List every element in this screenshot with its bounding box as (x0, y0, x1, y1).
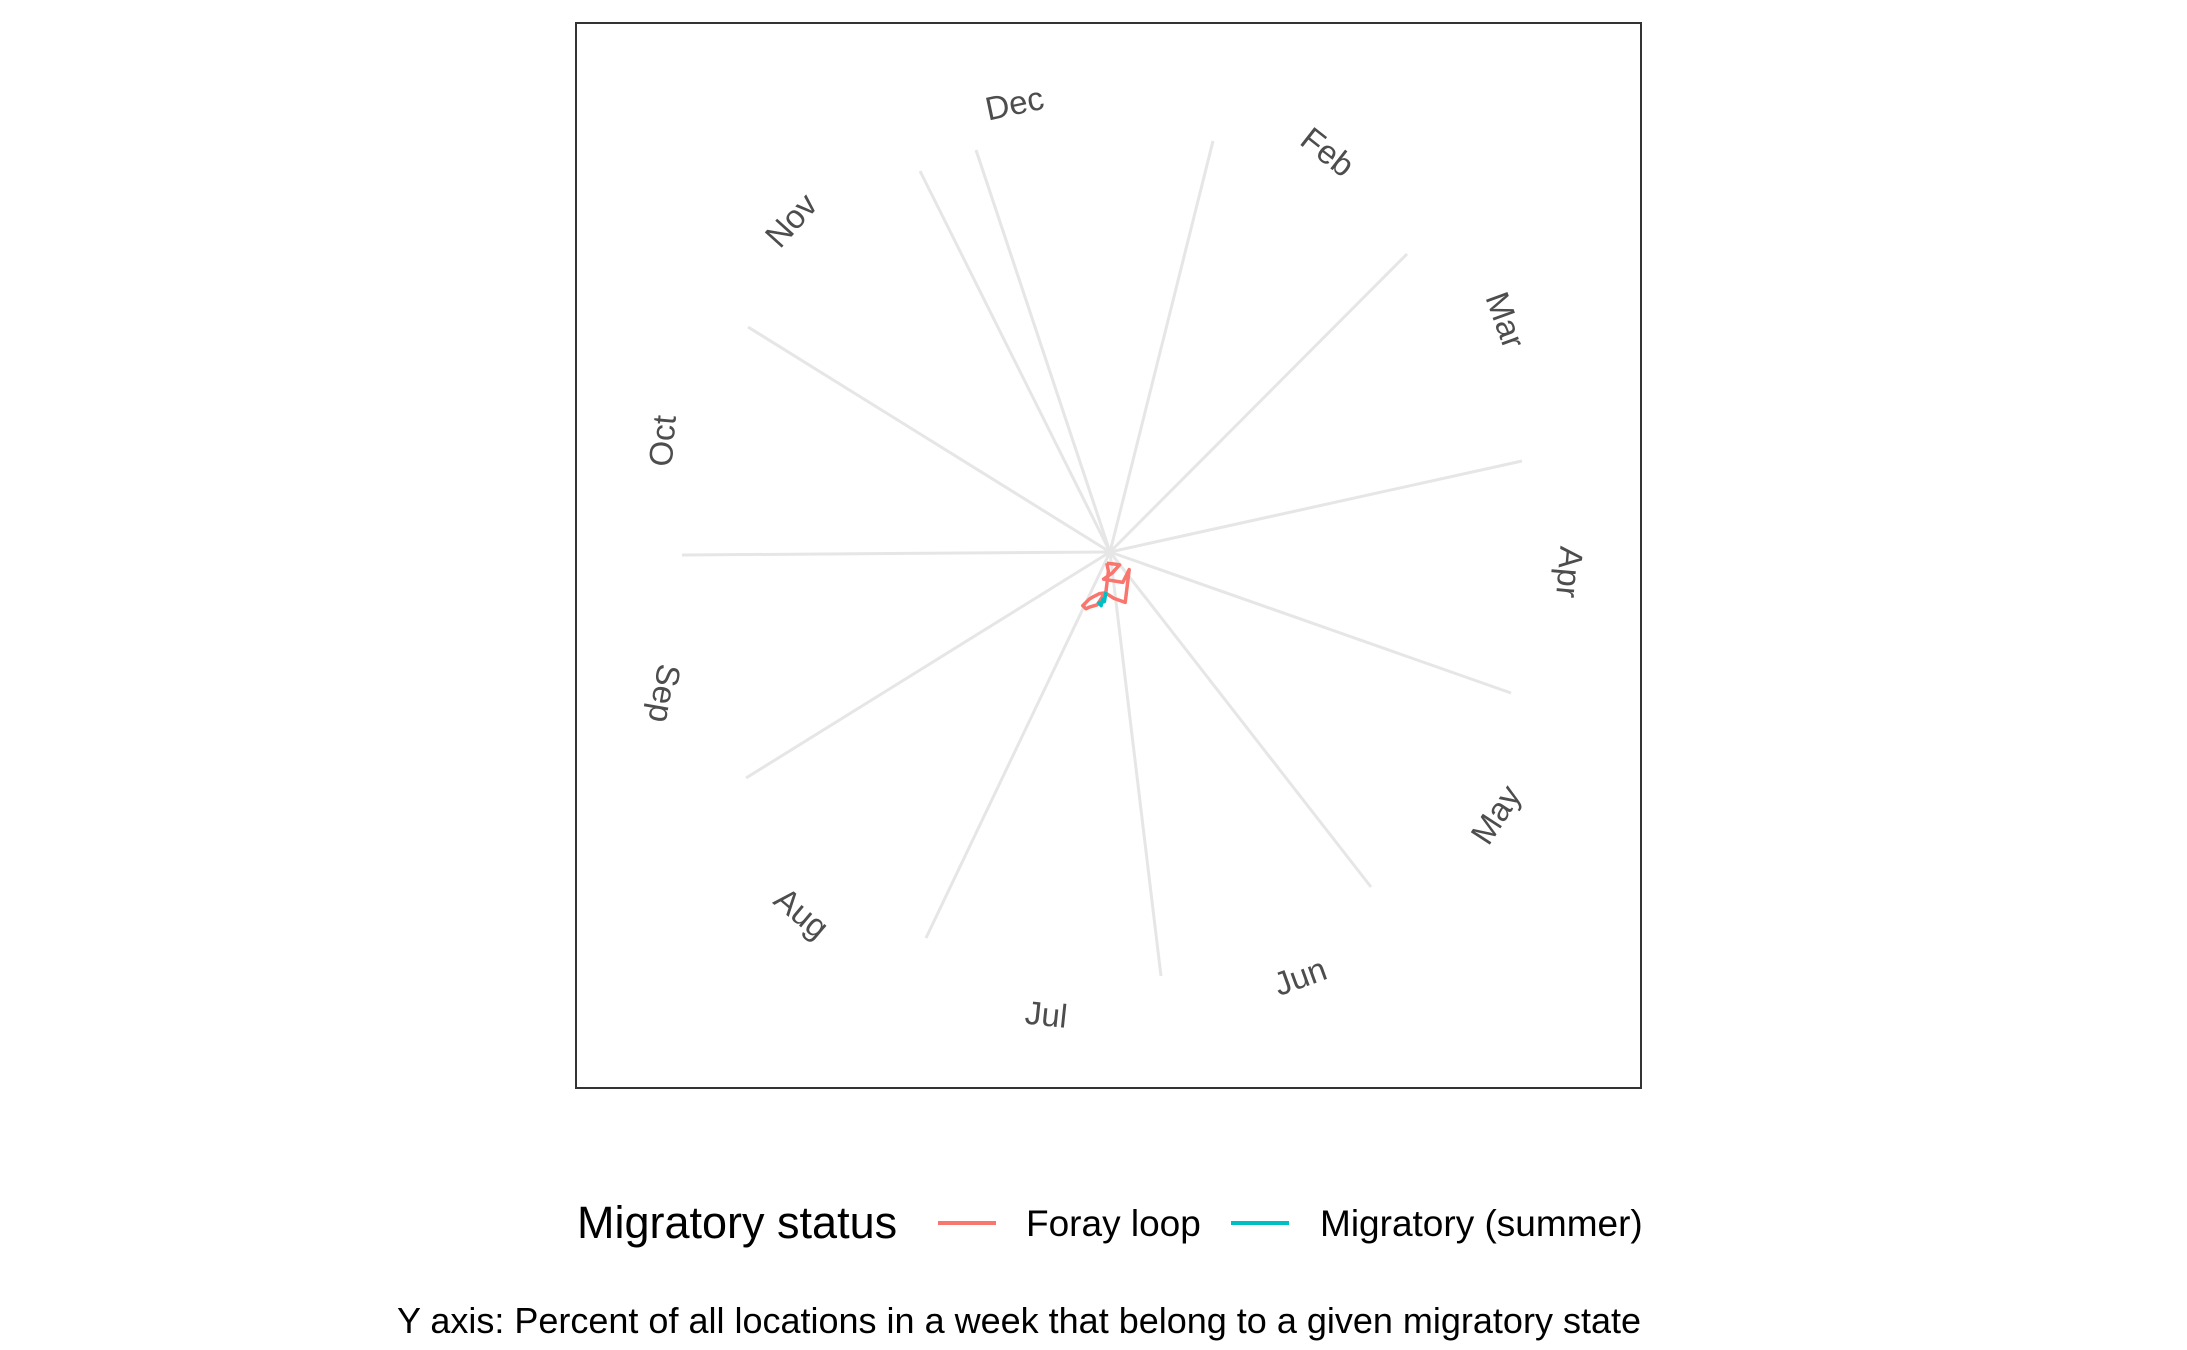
legend: Migratory status Foray loop Migratory (s… (577, 1197, 1643, 1248)
grid-spoke (1108, 252, 1409, 554)
grid-spoke (681, 550, 1111, 557)
month-label-oct: Oct (642, 414, 683, 468)
month-label-may: May (1463, 778, 1528, 851)
month-label-dec: Dec (982, 79, 1047, 127)
grid-spoke (924, 551, 1112, 939)
grid-layer (681, 140, 1523, 977)
month-label-feb: Feb (1294, 120, 1362, 184)
legend-label-migratory-summer: Migratory (summer) (1320, 1203, 1643, 1244)
grid-spoke (1108, 551, 1163, 977)
month-label-jul: Jul (1023, 994, 1069, 1035)
legend-label-foray-loop: Foray loop (1026, 1203, 1201, 1244)
grid-spoke (1108, 551, 1373, 888)
month-label-mar: Mar (1479, 287, 1533, 353)
month-label-sep: Sep (641, 661, 688, 725)
grid-spoke (1109, 550, 1512, 695)
grid-spoke (974, 149, 1112, 553)
grid-spoke (1109, 459, 1523, 554)
series-line-foray-loop (1081, 561, 1131, 611)
series-layer (1081, 561, 1131, 611)
month-label-apr: Apr (1549, 545, 1590, 599)
grid-spoke (747, 325, 1111, 554)
chart-caption: Y axis: Percent of all locations in a we… (397, 1300, 1641, 1341)
panel-border (575, 22, 1642, 1089)
month-label-aug: Aug (767, 880, 836, 946)
series-line-migratory-summer (1096, 591, 1108, 608)
grid-spoke (1108, 140, 1215, 553)
legend-title: Migratory status (577, 1197, 897, 1248)
month-label-jun: Jun (1269, 950, 1332, 1003)
month-labels: Oct Nov Dec Feb Mar Apr May Jun Jul Aug Sep (641, 79, 1590, 1035)
grid-spoke (918, 170, 1112, 553)
month-label-nov: Nov (758, 186, 825, 255)
grid-spoke (745, 550, 1111, 780)
